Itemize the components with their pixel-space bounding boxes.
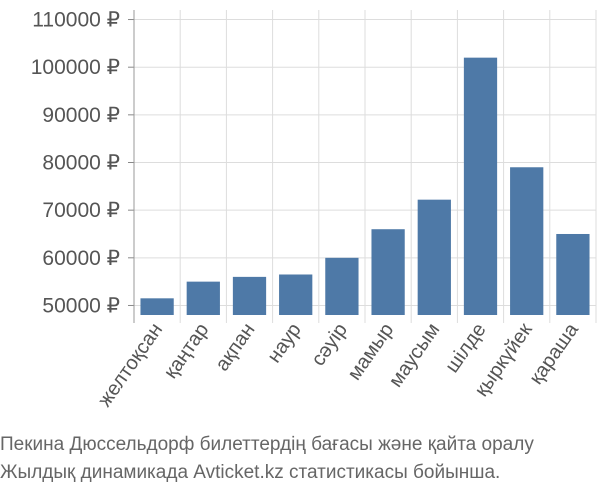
caption-line-1: Пекина Дюссельдорф билеттердің бағасы жә…	[0, 434, 534, 455]
bars	[140, 57, 590, 315]
bar	[510, 167, 544, 315]
bar	[325, 257, 359, 315]
bar	[186, 281, 220, 315]
x-tick-label: желтоқсан	[94, 319, 167, 411]
y-tick-label: 100000 ₽	[31, 56, 120, 79]
x-tick-label: қаңтар	[160, 319, 214, 382]
x-tick-label: ақпан	[211, 319, 259, 375]
y-tick-label: 50000 ₽	[42, 294, 120, 317]
axes	[128, 10, 135, 323]
y-tick-label: 90000 ₽	[42, 104, 120, 127]
x-tick-label: сәуір	[307, 319, 352, 370]
y-tick-label: 110000 ₽	[32, 9, 120, 32]
y-tick-label: 80000 ₽	[42, 152, 120, 175]
bar	[417, 199, 451, 315]
grid-lines	[133, 10, 597, 323]
caption-line-2: Жылдық динамикада Avticket.kz статистика…	[0, 462, 501, 483]
bar	[463, 57, 498, 315]
bar	[556, 233, 590, 315]
y-tick-labels: 50000 ₽ 60000 ₽ 70000 ₽ 80000 ₽ 90000 ₽ 10000…	[31, 9, 120, 318]
bar	[371, 229, 405, 315]
bar	[140, 298, 174, 315]
x-tick-label: шілде	[441, 319, 491, 377]
bar	[279, 274, 313, 315]
bar	[232, 276, 267, 315]
x-tick-label: наур	[263, 319, 306, 367]
x-tick-label: қараша	[525, 319, 583, 389]
y-tick-label: 60000 ₽	[42, 247, 120, 270]
y-tick-label: 70000 ₽	[42, 199, 120, 222]
